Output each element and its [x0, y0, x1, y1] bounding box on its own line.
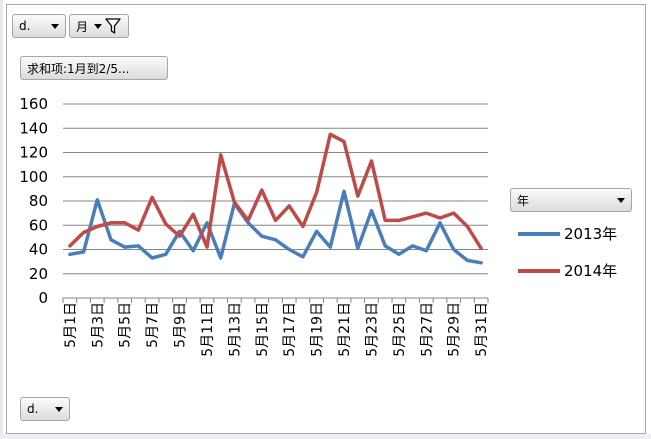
- series-line-2014: [68, 132, 483, 251]
- value-field-button[interactable]: 求和项:1月到2/5...: [20, 56, 168, 80]
- dropdown-arrow-icon: [94, 23, 103, 29]
- legend-field-label: 年: [517, 193, 530, 208]
- funnel-icon: [105, 18, 121, 34]
- y-axis-ticks: 0 20 40 60 80 100 120 140 160: [19, 95, 48, 307]
- window-edge-left: [0, 0, 3, 439]
- x-tick-label: 5月17日: [282, 302, 298, 357]
- x-tick-label: 5月1日: [63, 302, 79, 348]
- axis-field-button[interactable]: d.: [20, 397, 70, 421]
- x-tick-label: 5月15日: [255, 302, 271, 357]
- y-tick-label: 80: [29, 192, 48, 210]
- y-tick-label: 160: [19, 95, 48, 113]
- y-tick-label: 0: [38, 289, 48, 307]
- month-filter-field-button[interactable]: 月: [69, 14, 129, 38]
- x-tick-label: 5月9日: [173, 302, 189, 348]
- x-tick-label: 5月25日: [392, 302, 408, 357]
- x-tick-label: 5月27日: [419, 302, 435, 357]
- gridlines: [63, 103, 488, 299]
- x-tick-label: 5月11日: [200, 302, 216, 357]
- top-filter-field-label: d.: [19, 19, 31, 33]
- y-tick-label: 60: [29, 216, 48, 234]
- x-tick-label: 5月19日: [310, 302, 326, 357]
- x-tick-label: 5月31日: [474, 302, 490, 357]
- value-field-label: 求和项:1月到2/5...: [27, 61, 130, 76]
- x-axis: 5月1日 5月3日 5月5日 5月7日 5月9日 5月11日 5月13日 5月15日 5月17日…: [62, 298, 490, 357]
- axis-field-label: d.: [27, 402, 39, 416]
- dropdown-arrow-icon: [51, 23, 59, 29]
- legend-swatch-2014: [518, 268, 560, 273]
- x-tick-label: 5月29日: [447, 302, 463, 357]
- legend-label-2013: 2013年: [564, 225, 618, 243]
- y-tick-label: 140: [19, 119, 48, 137]
- y-tick-label: 40: [29, 241, 48, 259]
- y-tick-label: 120: [19, 144, 48, 162]
- y-tick-label: 20: [29, 265, 48, 283]
- dropdown-arrow-icon: [55, 406, 63, 412]
- legend-swatch-2013: [518, 231, 560, 236]
- dropdown-arrow-icon: [617, 197, 625, 203]
- top-filter-field-button[interactable]: d.: [12, 14, 66, 38]
- x-tick-label: 5月3日: [90, 302, 106, 348]
- month-filter-field-label: 月: [76, 19, 89, 34]
- x-tick-label: 5月5日: [118, 302, 134, 348]
- legend-field-button[interactable]: 年: [510, 188, 632, 212]
- legend-item-2013: 2013年: [518, 223, 617, 244]
- sheet-bottom-strip: [0, 434, 651, 439]
- series-line-2013: [68, 189, 483, 265]
- x-tick-label: 5月23日: [364, 302, 380, 357]
- x-tick-label: 5月7日: [145, 302, 161, 348]
- legend-item-2014: 2014年: [518, 260, 617, 281]
- series-lines: [68, 132, 483, 265]
- legend-label-2014: 2014年: [564, 262, 618, 280]
- x-tick-label: 5月21日: [337, 302, 353, 357]
- y-tick-label: 100: [19, 168, 48, 186]
- x-tick-label: 5月13日: [227, 302, 243, 357]
